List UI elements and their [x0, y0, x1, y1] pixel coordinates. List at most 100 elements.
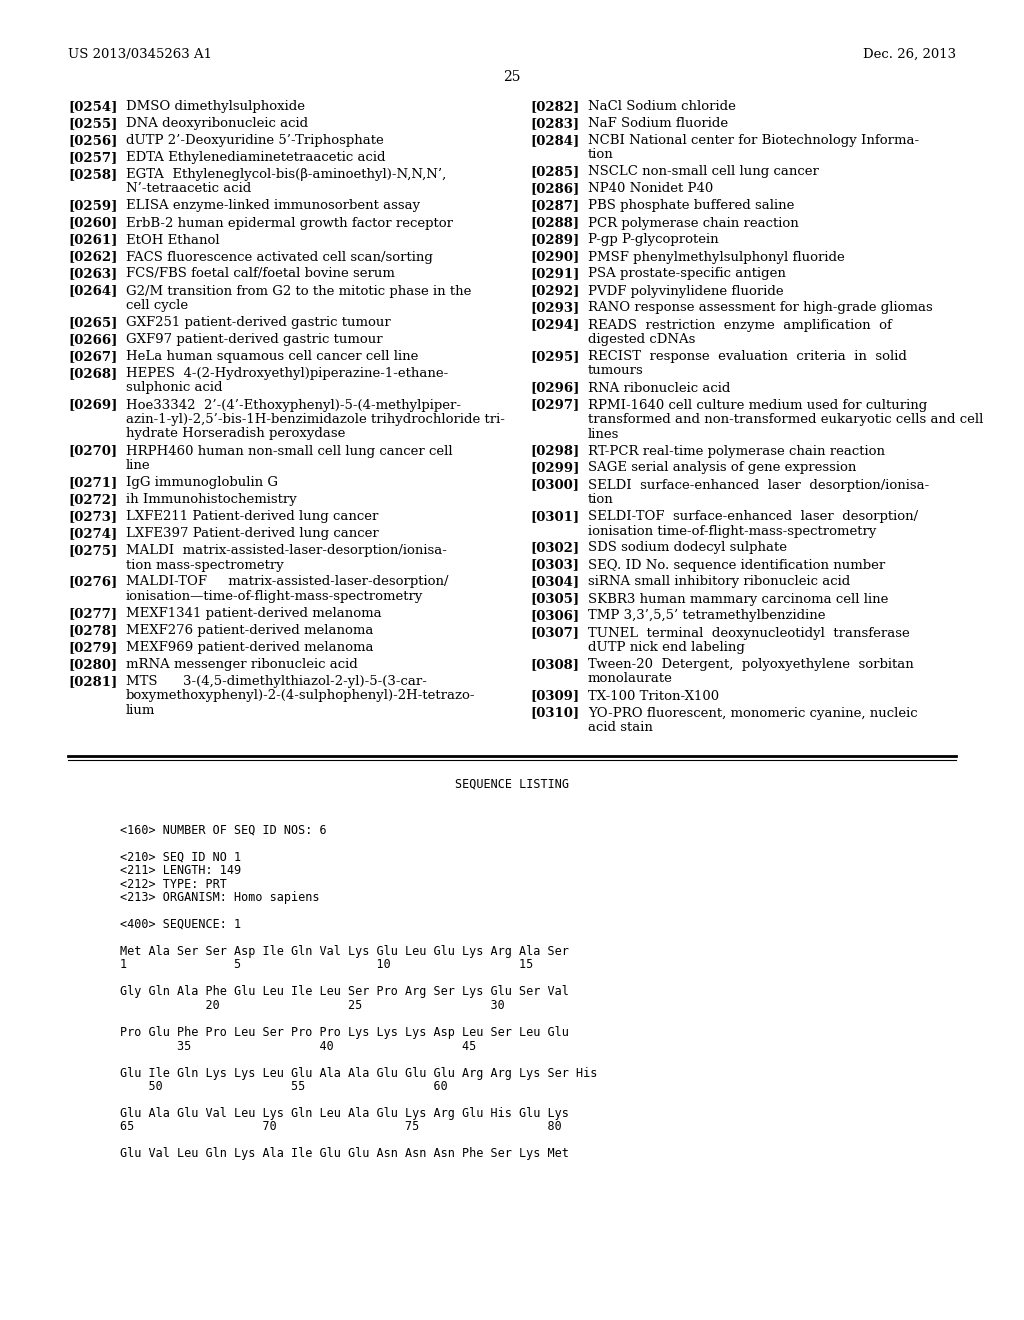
Text: [0267]: [0267]: [68, 350, 118, 363]
Text: [0282]: [0282]: [530, 100, 580, 114]
Text: [0284]: [0284]: [530, 135, 580, 147]
Text: sulphonic acid: sulphonic acid: [126, 381, 222, 395]
Text: [0281]: [0281]: [68, 675, 118, 688]
Text: NSCLC non-small cell lung cancer: NSCLC non-small cell lung cancer: [588, 165, 819, 178]
Text: line: line: [126, 459, 151, 473]
Text: [0269]: [0269]: [68, 399, 118, 412]
Text: siRNA small inhibitory ribonucleic acid: siRNA small inhibitory ribonucleic acid: [588, 576, 850, 589]
Text: <160> NUMBER OF SEQ ID NOS: 6: <160> NUMBER OF SEQ ID NOS: 6: [120, 824, 327, 837]
Text: [0285]: [0285]: [530, 165, 580, 178]
Text: tumours: tumours: [588, 364, 644, 378]
Text: GXF251 patient-derived gastric tumour: GXF251 patient-derived gastric tumour: [126, 315, 391, 329]
Text: [0271]: [0271]: [68, 477, 118, 488]
Text: 1               5                   10                  15: 1 5 10 15: [120, 958, 534, 972]
Text: [0273]: [0273]: [68, 510, 117, 523]
Text: FACS fluorescence activated cell scan/sorting: FACS fluorescence activated cell scan/so…: [126, 251, 433, 264]
Text: [0276]: [0276]: [68, 576, 118, 589]
Text: EtOH Ethanol: EtOH Ethanol: [126, 234, 219, 247]
Text: tion: tion: [588, 492, 613, 506]
Text: RANO response assessment for high-grade gliomas: RANO response assessment for high-grade …: [588, 301, 933, 314]
Text: EDTA Ethylenediaminetetraacetic acid: EDTA Ethylenediaminetetraacetic acid: [126, 150, 385, 164]
Text: [0266]: [0266]: [68, 333, 118, 346]
Text: [0294]: [0294]: [530, 318, 580, 331]
Text: [0299]: [0299]: [530, 462, 580, 474]
Text: [0297]: [0297]: [530, 399, 580, 412]
Text: NCBI National center for Biotechnology Informa-: NCBI National center for Biotechnology I…: [588, 135, 920, 147]
Text: SELDI-TOF  surface-enhanced  laser  desorption/: SELDI-TOF surface-enhanced laser desorpt…: [588, 510, 919, 523]
Text: [0295]: [0295]: [530, 350, 580, 363]
Text: [0292]: [0292]: [530, 285, 580, 297]
Text: SEQ. ID No. sequence identification number: SEQ. ID No. sequence identification numb…: [588, 558, 886, 572]
Text: Pro Glu Phe Pro Leu Ser Pro Pro Lys Lys Lys Asp Leu Ser Leu Glu: Pro Glu Phe Pro Leu Ser Pro Pro Lys Lys …: [120, 1026, 569, 1039]
Text: [0301]: [0301]: [530, 510, 580, 523]
Text: [0268]: [0268]: [68, 367, 118, 380]
Text: [0298]: [0298]: [530, 445, 580, 458]
Text: FCS/FBS foetal calf/foetal bovine serum: FCS/FBS foetal calf/foetal bovine serum: [126, 268, 395, 281]
Text: PMSF phenylmethylsulphonyl fluoride: PMSF phenylmethylsulphonyl fluoride: [588, 251, 845, 264]
Text: 35                  40                  45: 35 40 45: [120, 1040, 476, 1052]
Text: [0277]: [0277]: [68, 607, 117, 620]
Text: [0307]: [0307]: [530, 627, 579, 639]
Text: US 2013/0345263 A1: US 2013/0345263 A1: [68, 48, 212, 61]
Text: dUTP 2’-Deoxyuridine 5’-Triphosphate: dUTP 2’-Deoxyuridine 5’-Triphosphate: [126, 135, 384, 147]
Text: <400> SEQUENCE: 1: <400> SEQUENCE: 1: [120, 917, 241, 931]
Text: PBS phosphate buffered saline: PBS phosphate buffered saline: [588, 199, 795, 213]
Text: LXFE397 Patient-derived lung cancer: LXFE397 Patient-derived lung cancer: [126, 527, 379, 540]
Text: TUNEL  terminal  deoxynucleotidyl  transferase: TUNEL terminal deoxynucleotidyl transfer…: [588, 627, 909, 639]
Text: MEXF276 patient-derived melanoma: MEXF276 patient-derived melanoma: [126, 624, 374, 638]
Text: ionisation time-of-flight-mass-spectrometry: ionisation time-of-flight-mass-spectrome…: [588, 524, 877, 537]
Text: ELISA enzyme-linked immunosorbent assay: ELISA enzyme-linked immunosorbent assay: [126, 199, 420, 213]
Text: [0263]: [0263]: [68, 268, 118, 281]
Text: SDS sodium dodecyl sulphate: SDS sodium dodecyl sulphate: [588, 541, 787, 554]
Text: cell cycle: cell cycle: [126, 300, 188, 312]
Text: [0291]: [0291]: [530, 268, 580, 281]
Text: [0258]: [0258]: [68, 168, 118, 181]
Text: DMSO dimethylsulphoxide: DMSO dimethylsulphoxide: [126, 100, 305, 114]
Text: [0305]: [0305]: [530, 593, 580, 606]
Text: Glu Ile Gln Lys Lys Leu Glu Ala Ala Glu Glu Glu Arg Arg Lys Ser His: Glu Ile Gln Lys Lys Leu Glu Ala Ala Glu …: [120, 1067, 597, 1080]
Text: [0256]: [0256]: [68, 135, 118, 147]
Text: [0283]: [0283]: [530, 117, 580, 129]
Text: [0265]: [0265]: [68, 315, 118, 329]
Text: [0280]: [0280]: [68, 657, 117, 671]
Text: NaCl Sodium chloride: NaCl Sodium chloride: [588, 100, 736, 114]
Text: Dec. 26, 2013: Dec. 26, 2013: [863, 48, 956, 61]
Text: PCR polymerase chain reaction: PCR polymerase chain reaction: [588, 216, 799, 230]
Text: G2/M transition from G2 to the mitotic phase in the: G2/M transition from G2 to the mitotic p…: [126, 285, 471, 297]
Text: [0260]: [0260]: [68, 216, 118, 230]
Text: boxymethoxyphenyl)-2-(4-sulphophenyl)-2H-tetrazo-: boxymethoxyphenyl)-2-(4-sulphophenyl)-2H…: [126, 689, 475, 702]
Text: [0274]: [0274]: [68, 527, 118, 540]
Text: RECIST  response  evaluation  criteria  in  solid: RECIST response evaluation criteria in s…: [588, 350, 907, 363]
Text: Glu Val Leu Gln Lys Ala Ile Glu Glu Asn Asn Asn Phe Ser Lys Met: Glu Val Leu Gln Lys Ala Ile Glu Glu Asn …: [120, 1147, 569, 1160]
Text: [0264]: [0264]: [68, 285, 118, 297]
Text: [0293]: [0293]: [530, 301, 580, 314]
Text: HEPES  4-(2-Hydroxyethyl)piperazine-1-ethane-: HEPES 4-(2-Hydroxyethyl)piperazine-1-eth…: [126, 367, 449, 380]
Text: dUTP nick end labeling: dUTP nick end labeling: [588, 642, 744, 653]
Text: [0309]: [0309]: [530, 689, 580, 702]
Text: digested cDNAs: digested cDNAs: [588, 333, 695, 346]
Text: [0278]: [0278]: [68, 624, 117, 638]
Text: TMP 3,3’,5,5’ tetramethylbenzidine: TMP 3,3’,5,5’ tetramethylbenzidine: [588, 610, 825, 623]
Text: [0310]: [0310]: [530, 706, 580, 719]
Text: [0255]: [0255]: [68, 117, 118, 129]
Text: Gly Gln Ala Phe Glu Leu Ile Leu Ser Pro Arg Ser Lys Glu Ser Val: Gly Gln Ala Phe Glu Leu Ile Leu Ser Pro …: [120, 986, 569, 998]
Text: [0254]: [0254]: [68, 100, 118, 114]
Text: RT-PCR real-time polymerase chain reaction: RT-PCR real-time polymerase chain reacti…: [588, 445, 885, 458]
Text: 50                  55                  60: 50 55 60: [120, 1080, 447, 1093]
Text: SEQUENCE LISTING: SEQUENCE LISTING: [455, 777, 569, 791]
Text: MTS      3-(4,5-dimethylthiazol-2-yl)-5-(3-car-: MTS 3-(4,5-dimethylthiazol-2-yl)-5-(3-ca…: [126, 675, 427, 688]
Text: Met Ala Ser Ser Asp Ile Gln Val Lys Glu Leu Glu Lys Arg Ala Ser: Met Ala Ser Ser Asp Ile Gln Val Lys Glu …: [120, 945, 569, 958]
Text: TX-100 Triton-X100: TX-100 Triton-X100: [588, 689, 719, 702]
Text: P-gp P-glycoprotein: P-gp P-glycoprotein: [588, 234, 719, 247]
Text: lium: lium: [126, 704, 156, 717]
Text: [0296]: [0296]: [530, 381, 580, 395]
Text: hydrate Horseradish peroxydase: hydrate Horseradish peroxydase: [126, 428, 345, 441]
Text: NP40 Nonidet P40: NP40 Nonidet P40: [588, 182, 714, 195]
Text: mRNA messenger ribonucleic acid: mRNA messenger ribonucleic acid: [126, 657, 357, 671]
Text: [0279]: [0279]: [68, 642, 118, 653]
Text: MEXF1341 patient-derived melanoma: MEXF1341 patient-derived melanoma: [126, 607, 382, 620]
Text: Glu Ala Glu Val Leu Lys Gln Leu Ala Glu Lys Arg Glu His Glu Lys: Glu Ala Glu Val Leu Lys Gln Leu Ala Glu …: [120, 1107, 569, 1119]
Text: EGTA  Ethyleneglycol-bis(β-aminoethyl)-N,N,N’,: EGTA Ethyleneglycol-bis(β-aminoethyl)-N,…: [126, 168, 446, 181]
Text: [0275]: [0275]: [68, 544, 118, 557]
Text: MALDI  matrix-assisted-laser-desorption/ionisa-: MALDI matrix-assisted-laser-desorption/i…: [126, 544, 446, 557]
